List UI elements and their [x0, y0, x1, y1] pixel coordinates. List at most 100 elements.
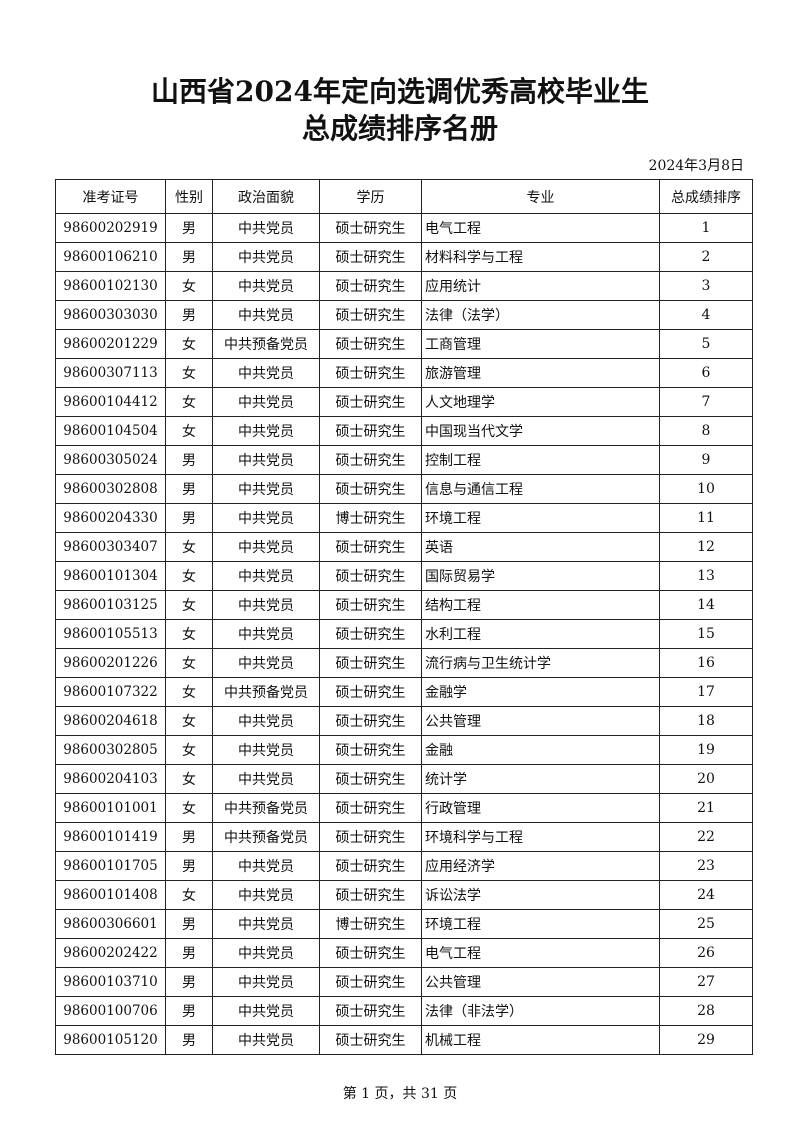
- cell-major: 中国现当代文学: [421, 416, 660, 446]
- table-row: 98600101408 女中共党员 硕士研究生 诉讼法学 24: [55, 880, 753, 910]
- cell-major: 英语: [421, 532, 660, 562]
- cell-political-status: 中共党员: [212, 735, 320, 765]
- cell-major: 公共管理: [421, 967, 660, 997]
- table-row: 98600204103 女中共党员 硕士研究生 统计学 20: [55, 764, 753, 794]
- cell-exam-id: 98600303407: [55, 532, 166, 562]
- table-row: 98600105120 男中共党员 硕士研究生 机械工程 29: [55, 1025, 753, 1055]
- table-row: 98600202422 男中共党员 硕士研究生 电气工程 26: [55, 938, 753, 968]
- cell-education: 硕士研究生: [319, 822, 422, 852]
- cell-major: 法律（非法学）: [421, 996, 660, 1026]
- table-row: 98600107322 女中共预备党员 硕士研究生 金融学 17: [55, 677, 753, 707]
- cell-exam-id: 98600302805: [55, 735, 166, 765]
- cell-exam-id: 98600306601: [55, 909, 166, 939]
- cell-gender: 男: [165, 445, 213, 475]
- cell-major: 水利工程: [421, 619, 660, 649]
- cell-rank: 7: [659, 387, 753, 417]
- cell-gender: 男: [165, 909, 213, 939]
- table-row: 98600104412 女中共党员 硕士研究生 人文地理学 7: [55, 387, 753, 417]
- cell-rank: 5: [659, 329, 753, 359]
- header-major: 专业: [421, 179, 660, 214]
- title-line-1: 山西省2024年定向选调优秀高校毕业生: [151, 75, 649, 108]
- cell-education: 硕士研究生: [319, 619, 422, 649]
- cell-political-status: 中共预备党员: [212, 793, 320, 823]
- cell-gender: 男: [165, 996, 213, 1026]
- cell-education: 硕士研究生: [319, 793, 422, 823]
- cell-rank: 25: [659, 909, 753, 939]
- cell-gender: 女: [165, 590, 213, 620]
- cell-major: 环境工程: [421, 909, 660, 939]
- cell-political-status: 中共党员: [212, 996, 320, 1026]
- cell-rank: 8: [659, 416, 753, 446]
- cell-education: 硕士研究生: [319, 880, 422, 910]
- cell-rank: 21: [659, 793, 753, 823]
- cell-rank: 28: [659, 996, 753, 1026]
- cell-political-status: 中共党员: [212, 851, 320, 881]
- cell-education: 硕士研究生: [319, 1025, 422, 1055]
- cell-political-status: 中共党员: [212, 271, 320, 301]
- cell-gender: 男: [165, 1025, 213, 1055]
- table-row: 98600201229 女中共预备党员 硕士研究生 工商管理 5: [55, 329, 753, 359]
- cell-rank: 1: [659, 213, 753, 243]
- table-row: 98600102130 女中共党员 硕士研究生 应用统计 3: [55, 271, 753, 301]
- cell-rank: 16: [659, 648, 753, 678]
- cell-political-status: 中共党员: [212, 561, 320, 591]
- table-row: 98600202919 男中共党员 硕士研究生 电气工程 1: [55, 213, 753, 243]
- cell-gender: 男: [165, 242, 213, 272]
- cell-gender: 女: [165, 358, 213, 388]
- cell-rank: 3: [659, 271, 753, 301]
- cell-gender: 男: [165, 938, 213, 968]
- table-row: 98600103125 女中共党员 硕士研究生 结构工程 14: [55, 590, 753, 620]
- cell-education: 硕士研究生: [319, 532, 422, 562]
- table-row: 98600305024 男中共党员 硕士研究生 控制工程 9: [55, 445, 753, 475]
- cell-gender: 男: [165, 213, 213, 243]
- cell-political-status: 中共党员: [212, 648, 320, 678]
- table-row: 98600105513 女中共党员 硕士研究生 水利工程 15: [55, 619, 753, 649]
- cell-exam-id: 98600303030: [55, 300, 166, 330]
- header-rank: 总成绩排序: [659, 179, 753, 214]
- cell-education: 硕士研究生: [319, 358, 422, 388]
- cell-exam-id: 98600105513: [55, 619, 166, 649]
- cell-gender: 女: [165, 532, 213, 562]
- cell-political-status: 中共党员: [212, 880, 320, 910]
- cell-rank: 11: [659, 503, 753, 533]
- cell-education: 硕士研究生: [319, 561, 422, 591]
- cell-exam-id: 98600307113: [55, 358, 166, 388]
- document-date: 2024年3月8日: [648, 158, 744, 174]
- cell-education: 硕士研究生: [319, 474, 422, 504]
- cell-rank: 24: [659, 880, 753, 910]
- cell-political-status: 中共党员: [212, 445, 320, 475]
- table-row: 98600101419 男中共预备党员 硕士研究生 环境科学与工程 22: [55, 822, 753, 852]
- cell-exam-id: 98600104412: [55, 387, 166, 417]
- cell-political-status: 中共党员: [212, 706, 320, 736]
- table-row: 98600101001 女中共预备党员 硕士研究生 行政管理 21: [55, 793, 753, 823]
- cell-major: 金融学: [421, 677, 660, 707]
- cell-exam-id: 98600305024: [55, 445, 166, 475]
- table-row: 98600201226 女中共党员 硕士研究生 流行病与卫生统计学 16: [55, 648, 753, 678]
- cell-education: 硕士研究生: [319, 242, 422, 272]
- cell-gender: 女: [165, 271, 213, 301]
- cell-political-status: 中共预备党员: [212, 677, 320, 707]
- cell-education: 硕士研究生: [319, 445, 422, 475]
- page-footer: 第 1 页，共 31 页: [342, 1086, 458, 1102]
- cell-rank: 19: [659, 735, 753, 765]
- ranking-table: 准考证号 性别 政治面貌 学历 专业 总成绩排序 98600202919 男中共党…: [55, 179, 753, 1055]
- cell-major: 控制工程: [421, 445, 660, 475]
- cell-exam-id: 98600105120: [55, 1025, 166, 1055]
- cell-gender: 女: [165, 764, 213, 794]
- cell-rank: 22: [659, 822, 753, 852]
- cell-rank: 26: [659, 938, 753, 968]
- cell-exam-id: 98600104504: [55, 416, 166, 446]
- cell-gender: 女: [165, 387, 213, 417]
- cell-exam-id: 98600204103: [55, 764, 166, 794]
- cell-major: 人文地理学: [421, 387, 660, 417]
- cell-exam-id: 98600106210: [55, 242, 166, 272]
- cell-major: 电气工程: [421, 938, 660, 968]
- cell-major: 流行病与卫生统计学: [421, 648, 660, 678]
- cell-exam-id: 98600201229: [55, 329, 166, 359]
- cell-gender: 男: [165, 967, 213, 997]
- cell-education: 硕士研究生: [319, 967, 422, 997]
- cell-education: 硕士研究生: [319, 271, 422, 301]
- cell-major: 应用统计: [421, 271, 660, 301]
- cell-rank: 10: [659, 474, 753, 504]
